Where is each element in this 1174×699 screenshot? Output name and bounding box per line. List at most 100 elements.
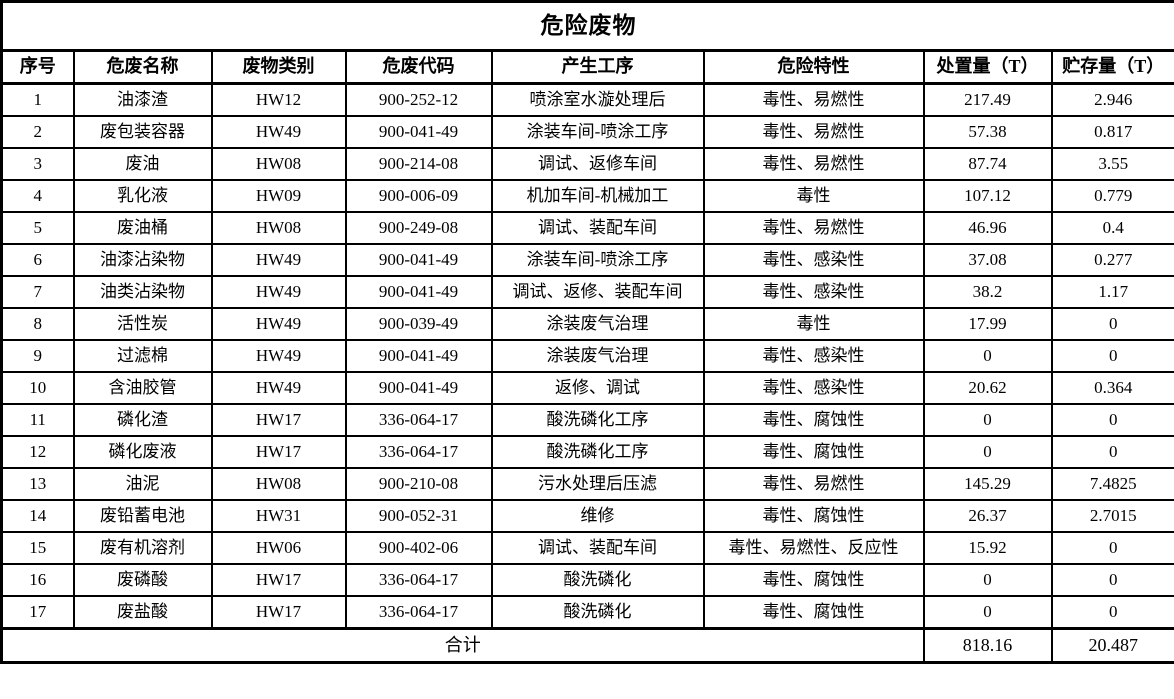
cell: HW08	[210, 467, 347, 501]
cell: 38.2	[922, 275, 1053, 309]
cell: 涂装车间-喷涂工序	[490, 115, 705, 149]
cell: 酸洗磷化	[490, 563, 705, 597]
cell: 15	[0, 531, 75, 565]
cell: 900-252-12	[344, 82, 493, 117]
cell: 4	[0, 179, 75, 213]
cell: 毒性、感染性	[702, 243, 925, 277]
cell: 毒性、腐蚀性	[702, 403, 925, 437]
cell: 57.38	[922, 115, 1053, 149]
cell: HW17	[210, 435, 347, 469]
cell: HW49	[210, 339, 347, 373]
cell: 900-006-09	[344, 179, 493, 213]
cell: 900-214-08	[344, 147, 493, 181]
cell: 7.4825	[1050, 467, 1174, 501]
cell: HW17	[210, 595, 347, 630]
cell: 毒性、腐蚀性	[702, 499, 925, 533]
column-header-2: 危废名称	[72, 49, 213, 85]
cell: 毒性、腐蚀性	[702, 595, 925, 630]
cell: 调试、返修车间	[490, 147, 705, 181]
cell: 毒性、感染性	[702, 339, 925, 373]
table-row: 12 磷化废液 HW17 336-064-17 酸洗磷化工序 毒性、腐蚀性 0 0	[0, 435, 1174, 469]
cell: 活性炭	[72, 307, 213, 341]
cell: 毒性	[702, 307, 925, 341]
cell: 乳化液	[72, 179, 213, 213]
cell: HW17	[210, 563, 347, 597]
cell: 废有机溶剂	[72, 531, 213, 565]
cell: 336-064-17	[344, 403, 493, 437]
column-header-6: 危险特性	[702, 49, 925, 85]
total-row: 合计 818.16 20.487	[0, 627, 1174, 664]
cell: 9	[0, 339, 75, 373]
cell: 废油桶	[72, 211, 213, 245]
cell: HW49	[210, 307, 347, 341]
cell: HW31	[210, 499, 347, 533]
cell: 毒性、易燃性	[702, 82, 925, 117]
title-row: 危险废物	[0, 0, 1174, 52]
cell: 1	[0, 82, 75, 117]
header-row: 序号 危废名称 废物类别 危废代码 产生工序 危险特性 处置量（T） 贮存量（T）	[0, 49, 1174, 85]
cell: 涂装车间-喷涂工序	[490, 243, 705, 277]
cell: 喷涂室水漩处理后	[490, 82, 705, 117]
cell: 调试、返修、装配车间	[490, 275, 705, 309]
cell: 3	[0, 147, 75, 181]
cell: 0.277	[1050, 243, 1174, 277]
cell: 17.99	[922, 307, 1053, 341]
cell: 10	[0, 371, 75, 405]
cell: HW08	[210, 147, 347, 181]
cell: 0	[1050, 435, 1174, 469]
cell: 0	[1050, 563, 1174, 597]
cell: 900-041-49	[344, 115, 493, 149]
cell: 107.12	[922, 179, 1053, 213]
cell: 336-064-17	[344, 435, 493, 469]
cell: 0	[922, 339, 1053, 373]
cell: 含油胶管	[72, 371, 213, 405]
column-header-3: 废物类别	[210, 49, 347, 85]
table-row: 10 含油胶管 HW49 900-041-49 返修、调试 毒性、感染性 20.62 0.36…	[0, 371, 1174, 405]
cell: 26.37	[922, 499, 1053, 533]
table-row: 13 油泥 HW08 900-210-08 污水处理后压滤 毒性、易燃性 145.29 7.4…	[0, 467, 1174, 501]
cell: 900-249-08	[344, 211, 493, 245]
cell: 17	[0, 595, 75, 630]
cell: 废磷酸	[72, 563, 213, 597]
cell: 毒性、易燃性	[702, 147, 925, 181]
cell: 0	[1050, 403, 1174, 437]
cell: 毒性、易燃性	[702, 467, 925, 501]
cell: 11	[0, 403, 75, 437]
cell: 14	[0, 499, 75, 533]
cell: HW06	[210, 531, 347, 565]
cell: 900-402-06	[344, 531, 493, 565]
cell: 油类沾染物	[72, 275, 213, 309]
cell: 维修	[490, 499, 705, 533]
cell: HW17	[210, 403, 347, 437]
hazardous-waste-table: 危险废物 序号 危废名称 废物类别 危废代码 产生工序 危险特性 处置量（T） 贮存量（T） …	[0, 0, 1174, 664]
table-row: 1 油漆渣 HW12 900-252-12 喷涂室水漩处理后 毒性、易燃性 217.49 2.…	[0, 82, 1174, 117]
cell: 废盐酸	[72, 595, 213, 630]
table-row: 17 废盐酸 HW17 336-064-17 酸洗磷化 毒性、腐蚀性 0 0	[0, 595, 1174, 630]
cell: 0	[1050, 595, 1174, 630]
cell: 油漆渣	[72, 82, 213, 117]
cell: HW08	[210, 211, 347, 245]
cell: 13	[0, 467, 75, 501]
table-row: 8 活性炭 HW49 900-039-49 涂装废气治理 毒性 17.99 0	[0, 307, 1174, 341]
total-disposal-value: 818.16	[922, 627, 1053, 664]
table-row: 2 废包装容器 HW49 900-041-49 涂装车间-喷涂工序 毒性、易燃性 57.38…	[0, 115, 1174, 149]
cell: 0	[922, 563, 1053, 597]
table-title: 危险废物	[0, 0, 1174, 52]
cell: 0	[922, 435, 1053, 469]
cell: 900-041-49	[344, 371, 493, 405]
cell: 毒性、腐蚀性	[702, 435, 925, 469]
cell: 2	[0, 115, 75, 149]
cell: 废油	[72, 147, 213, 181]
cell: HW49	[210, 275, 347, 309]
cell: 5	[0, 211, 75, 245]
cell: 毒性、感染性	[702, 275, 925, 309]
cell: 0.4	[1050, 211, 1174, 245]
cell: 0	[922, 403, 1053, 437]
cell: 毒性	[702, 179, 925, 213]
cell: 37.08	[922, 243, 1053, 277]
cell: 0.817	[1050, 115, 1174, 149]
cell: 废铅蓄电池	[72, 499, 213, 533]
cell: 毒性、感染性	[702, 371, 925, 405]
cell: 3.55	[1050, 147, 1174, 181]
cell: 900-039-49	[344, 307, 493, 341]
